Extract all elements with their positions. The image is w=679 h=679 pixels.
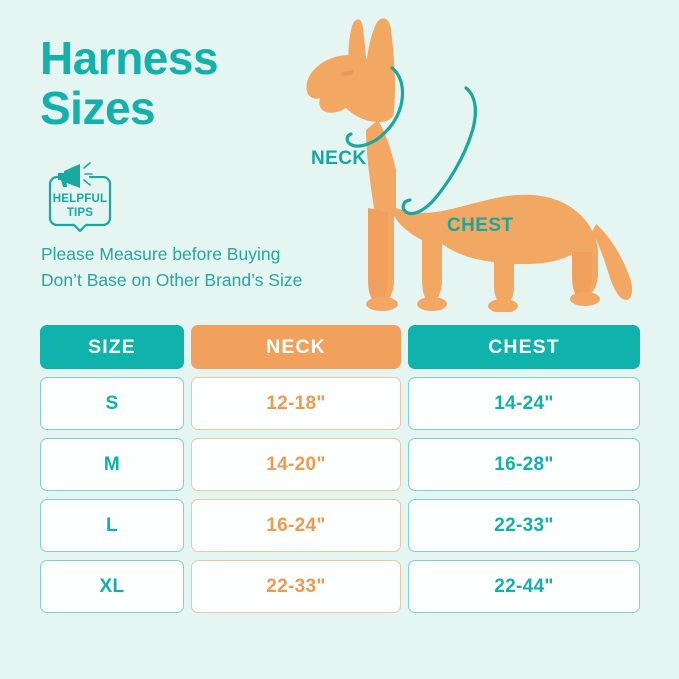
cell-chest: 22-44": [408, 560, 640, 613]
dog-leg-front-far: [368, 208, 388, 302]
page-title-line-2: Sizes: [40, 82, 156, 135]
dog-tail: [592, 224, 633, 300]
table-header-row: SIZE NECK CHEST: [40, 325, 640, 369]
cell-chest: 22-33": [408, 499, 640, 552]
table-row: XL 22-33" 22-44": [40, 560, 640, 613]
header-cell-chest: CHEST: [408, 325, 640, 369]
page-title-line-1: Harness: [40, 32, 219, 84]
cell-size: L: [40, 499, 184, 552]
page-title: Harness Sizes: [40, 33, 330, 133]
cell-neck: 22-33": [191, 560, 401, 613]
dog-paws: [366, 292, 600, 312]
tips-line-2: TIPS: [66, 206, 94, 219]
dog-eye: [341, 70, 354, 76]
table-row: L 16-24" 22-33": [40, 499, 640, 552]
table-row: M 14-20" 16-28": [40, 438, 640, 491]
cell-chest: 14-24": [408, 377, 640, 430]
measure-note: Please Measure before Buying Don’t Base …: [41, 242, 302, 294]
cell-neck: 16-24": [191, 499, 401, 552]
chest-measure-loop: [401, 86, 477, 216]
cell-neck: 14-20": [191, 438, 401, 491]
size-table: SIZE NECK CHEST S 12-18" 14-24" M 14-20"…: [40, 325, 640, 621]
neck-measure-loop: [345, 66, 405, 148]
chest-label: CHEST: [447, 215, 514, 236]
cell-size: S: [40, 377, 184, 430]
measure-note-line-2: Don’t Base on Other Brand’s Size: [41, 269, 303, 290]
tips-line-1: HELPFUL: [52, 193, 108, 206]
dog-body: [366, 120, 598, 304]
neck-label: NECK: [311, 148, 367, 169]
dog-leg-hind-far: [572, 252, 592, 298]
header-cell-neck: NECK: [191, 325, 401, 369]
cell-size: M: [40, 438, 184, 491]
helpful-tips-badge: HELPFUL TIPS: [44, 162, 116, 232]
measure-note-line-1: Please Measure before Buying: [41, 244, 281, 264]
dog-illustration: [306, 18, 633, 312]
helpful-tips-text: HELPFUL TIPS: [44, 176, 116, 232]
megaphone-icon: [58, 162, 93, 188]
header-cell-size: SIZE: [40, 325, 184, 369]
cell-chest: 16-28": [408, 438, 640, 491]
dog-head: [306, 55, 395, 122]
table-row: S 12-18" 14-24": [40, 377, 640, 430]
cell-size: XL: [40, 560, 184, 613]
cell-neck: 12-18": [191, 377, 401, 430]
speech-bubble-outline: [48, 176, 112, 232]
